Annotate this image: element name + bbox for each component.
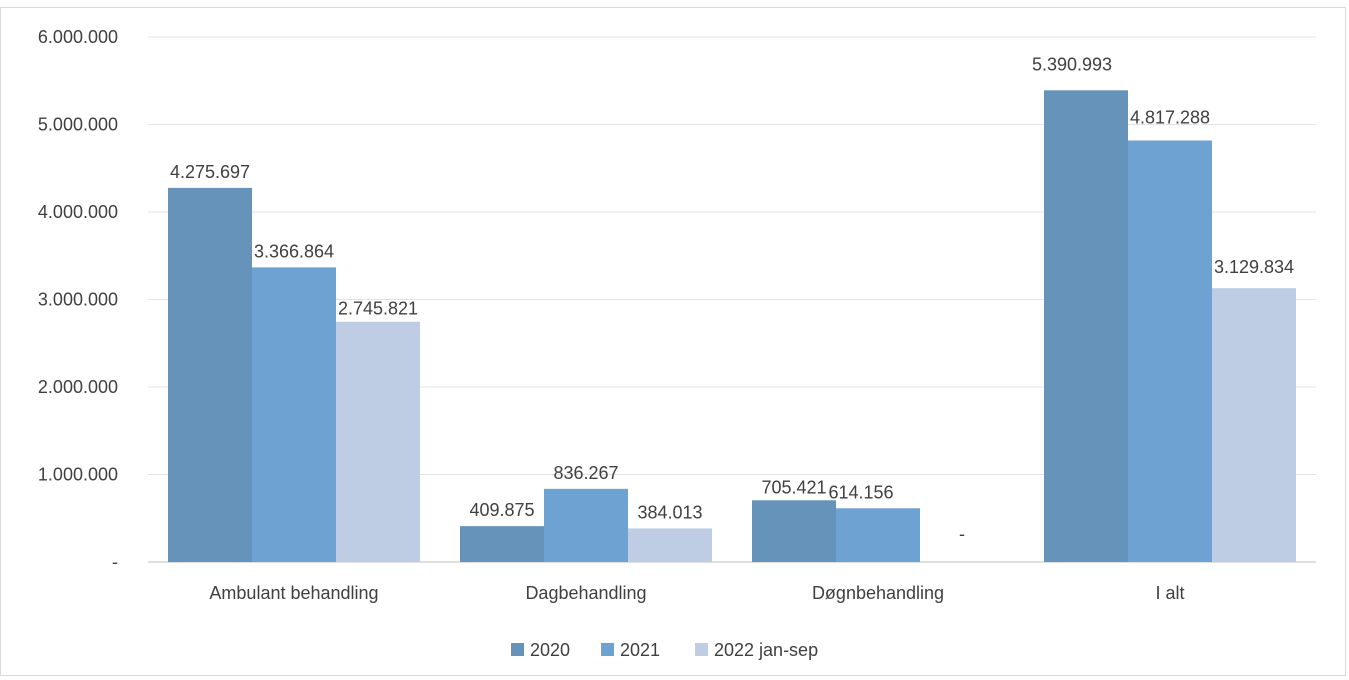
bars <box>168 90 1296 562</box>
bar-2022-jan-sep-0 <box>336 321 420 562</box>
bar-2020-2 <box>752 500 836 562</box>
bar-2021-3 <box>1128 140 1212 562</box>
legend-label: 2021 <box>620 640 660 660</box>
legend-label: 2022 jan-sep <box>714 640 818 660</box>
bar-2020-3 <box>1044 90 1128 562</box>
data-label: 614.156 <box>828 482 893 502</box>
bar-2020-1 <box>460 526 544 562</box>
data-label: 705.421 <box>761 477 826 497</box>
category-label: Døgnbehandling <box>812 583 944 603</box>
bar-2022-jan-sep-3 <box>1212 288 1296 562</box>
y-tick-label: 4.000.000 <box>38 202 118 222</box>
data-label: 836.267 <box>553 463 618 483</box>
legend-swatch <box>511 643 524 656</box>
category-label: I alt <box>1155 583 1184 603</box>
data-labels: 4.275.697 3.366.864 2.745.821 409.875 836.26… <box>170 54 1294 544</box>
bar-2020-0 <box>168 187 252 562</box>
data-label: 409.875 <box>469 500 534 520</box>
y-tick-label: 1.000.000 <box>38 465 118 485</box>
category-label: Dagbehandling <box>525 583 646 603</box>
legend-swatch <box>695 643 708 656</box>
category-label: Ambulant behandling <box>209 583 378 603</box>
x-axis-categories: Ambulant behandling Dagbehandling Døgnbeha… <box>209 583 1184 603</box>
data-label: - <box>959 524 965 544</box>
legend-swatch <box>601 643 614 656</box>
data-label: 4.275.697 <box>170 162 250 182</box>
y-tick-label: 5.000.000 <box>38 115 118 135</box>
data-label: 3.366.864 <box>254 241 334 261</box>
data-label: 3.129.834 <box>1214 257 1294 277</box>
legend-label: 2020 <box>530 640 570 660</box>
y-tick-label: 6.000.000 <box>38 27 118 47</box>
data-label: 5.390.993 <box>1032 54 1112 74</box>
y-axis-ticks: - 1.000.000 2.000.000 3.000.000 4.000.000 5.0… <box>38 27 118 572</box>
y-tick-label: 2.000.000 <box>38 377 118 397</box>
data-label: 4.817.288 <box>1130 107 1210 127</box>
data-label: 384.013 <box>637 502 702 522</box>
y-tick-label: 3.000.000 <box>38 290 118 310</box>
bar-2021-2 <box>836 508 920 562</box>
legend: 2020 2021 2022 jan-sep <box>511 640 818 660</box>
bar-2021-0 <box>252 267 336 562</box>
y-tick-label: - <box>112 552 118 572</box>
data-label: 2.745.821 <box>338 299 418 319</box>
bar-2021-1 <box>544 488 628 562</box>
bar-2022-jan-sep-1 <box>628 528 712 562</box>
